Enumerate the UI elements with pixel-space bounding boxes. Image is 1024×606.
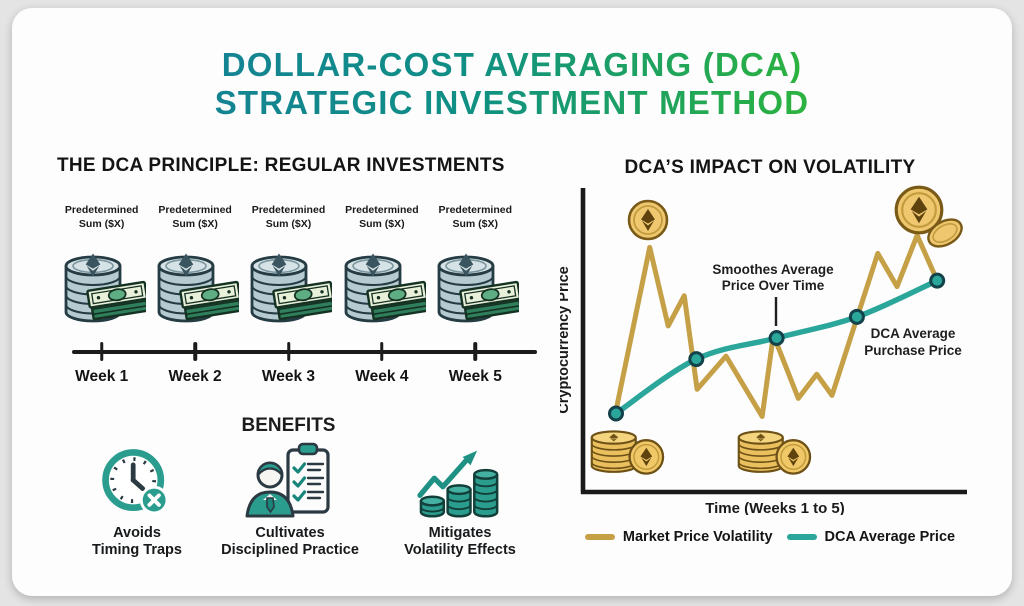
- weeks-timeline: [55, 342, 537, 364]
- chart-decorations: [592, 187, 963, 473]
- timeline-axis: [72, 350, 537, 354]
- benefit-label: Avoids Timing Traps: [92, 525, 182, 558]
- benefit-mitigates-volatility: Mitigates Volatility Effects: [370, 442, 550, 558]
- benefit-label: Cultivates Disciplined Practice: [221, 525, 359, 558]
- week-column-2: Predetermined Sum ($X): [148, 204, 241, 328]
- week-label-3: Week 3: [261, 368, 316, 385]
- dca-volatility-chart: Cryptocurrency Price Time (Weeks 1 to 5)…: [560, 185, 967, 515]
- page-title-line1: DOLLAR-COST AVERAGING (DCA): [221, 46, 803, 83]
- eth-coin-stack-with-cash-icon: [151, 236, 239, 328]
- clock-x-icon: [102, 449, 169, 515]
- dca-point-marker: [848, 308, 865, 325]
- sum-label: Predetermined Sum ($X): [158, 204, 232, 230]
- gold-coin-stack-icon: [592, 431, 663, 473]
- dca-point-marker: [608, 405, 624, 422]
- eth-coin-stack-with-cash-icon: [58, 236, 146, 328]
- x-axis-label: Time (Weeks 1 to 5): [705, 500, 845, 515]
- sum-label: Predetermined Sum ($X): [251, 204, 326, 230]
- timeline-tick-2: [193, 342, 197, 361]
- benefit-label: Mitigates Volatility Effects: [404, 525, 516, 558]
- legend-swatch-market-line: [584, 534, 615, 540]
- sum-label: Predetermined Sum ($X): [64, 204, 139, 230]
- eth-coin-stack-with-cash-icon: [338, 236, 426, 328]
- tilted-gold-coin-icon: [927, 218, 963, 248]
- chart-axes: Cryptocurrency Price Time (Weeks 1 to 5): [560, 188, 967, 515]
- page-title-line2: STRATEGIC INVESTMENT METHOD: [214, 83, 810, 121]
- dca-point-marker: [688, 351, 705, 368]
- week-label-2: Week 2: [168, 368, 222, 385]
- principle-heading: THE DCA PRINCIPLE: REGULAR INVESTMENTS: [57, 155, 505, 176]
- y-axis-label: Cryptocurrency Price: [560, 266, 572, 413]
- person-checklist-icon: [245, 442, 330, 518]
- page-title: DOLLAR-COST AVERAGING (DCA) STRATEGIC IN…: [12, 46, 1012, 121]
- week-column-5: Predetermined Sum ($X): [429, 204, 522, 328]
- annotation-dca-line1: DCA Average: [871, 326, 956, 341]
- week-label-5: Week 5: [448, 368, 502, 385]
- timeline-tick-5: [473, 342, 478, 361]
- legend-item-dca-average: DCA Average Price: [786, 529, 956, 545]
- week-column-1: Predetermined Sum ($X): [55, 204, 148, 328]
- week-column-4: Predetermined Sum ($X): [335, 204, 428, 328]
- timeline-tick-1: [99, 342, 104, 361]
- legend-item-market-volatility: Market Price Volatility: [584, 529, 773, 545]
- growth-arrow-coins-icon: [417, 450, 499, 518]
- legend-label: Market Price Volatility: [622, 529, 773, 545]
- benefits-heading: BENEFITS: [241, 415, 336, 436]
- eth-gold-coin-icon: [629, 201, 667, 239]
- timeline-tick-3: [286, 342, 291, 361]
- legend-swatch-dca-line: [786, 534, 817, 540]
- week-labels-row: Week 1 Week 2 Week 3 Week 4 Week 5: [55, 368, 522, 386]
- legend-label: DCA Average Price: [824, 529, 956, 545]
- annotation-smoothes-line1: Smoothes Average: [712, 262, 834, 277]
- chart-legend: Market Price Volatility DCA Average Pric…: [560, 529, 980, 545]
- week-label-4: Week 4: [355, 368, 409, 385]
- chart-annotations: Smoothes Average Price Over Time DCA Ave…: [712, 262, 962, 358]
- week-column-3: Predetermined Sum ($X): [242, 204, 335, 328]
- sum-label: Predetermined Sum ($X): [345, 204, 419, 230]
- annotation-smoothes-line2: Price Over Time: [722, 278, 825, 293]
- annotation-dca-line2: Purchase Price: [864, 343, 962, 358]
- benefit-disciplined-practice: Cultivates Disciplined Practice: [190, 442, 390, 558]
- eth-coin-stack-with-cash-icon: [431, 236, 519, 328]
- dca-point-marker: [929, 272, 946, 289]
- benefit-avoids-timing-traps: Avoids Timing Traps: [67, 442, 207, 558]
- chart-heading: DCA’S IMPACT ON VOLATILITY: [624, 157, 916, 178]
- week-label-1: Week 1: [75, 368, 129, 385]
- dca-point-marker: [768, 329, 785, 346]
- plot-series: [608, 232, 946, 422]
- gold-coin-stack-icon: [739, 431, 810, 473]
- timeline-tick-4: [380, 342, 384, 361]
- sum-label: Predetermined Sum ($X): [438, 204, 513, 230]
- infographic-card: DOLLAR-COST AVERAGING (DCA) STRATEGIC IN…: [12, 8, 1012, 596]
- weekly-investment-row: Predetermined Sum ($X) Predetermined Sum…: [55, 204, 522, 328]
- title-block: DOLLAR-COST AVERAGING (DCA) STRATEGIC IN…: [12, 46, 1012, 121]
- eth-coin-stack-with-cash-icon: [244, 236, 332, 328]
